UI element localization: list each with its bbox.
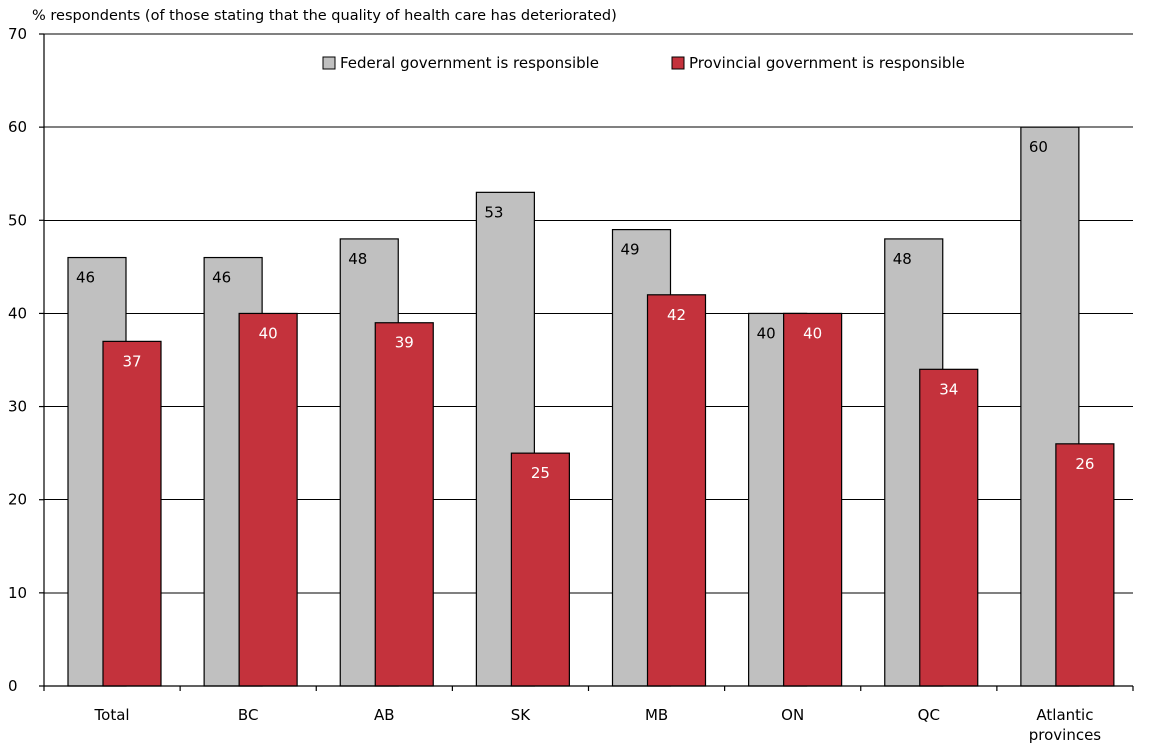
legend-swatch <box>322 56 336 70</box>
x-tick-label: MB <box>645 706 668 724</box>
y-tick-label: 40 <box>8 304 27 322</box>
y-tick-label: 70 <box>8 25 27 43</box>
y-tick-label: 0 <box>8 677 18 695</box>
data-label: 48 <box>893 250 912 268</box>
bar-provincial <box>783 312 843 687</box>
x-tick-label: Atlantic <box>1036 706 1093 724</box>
y-tick-label: 10 <box>8 584 27 602</box>
data-label: 39 <box>395 334 414 352</box>
data-label: 46 <box>212 269 231 287</box>
data-label: 26 <box>1075 455 1094 473</box>
data-label: 34 <box>939 380 958 398</box>
bar-provincial <box>374 322 434 687</box>
data-label: 40 <box>803 324 822 342</box>
legend-label: Federal government is responsible <box>340 54 599 72</box>
bar-provincial <box>646 294 707 687</box>
bar-provincial <box>510 452 570 687</box>
data-label: 46 <box>76 269 95 287</box>
x-tick-label: SK <box>511 706 532 724</box>
x-tick-label: provinces <box>1029 726 1102 744</box>
data-label: 37 <box>122 352 141 370</box>
bar-provincial <box>919 368 979 687</box>
data-label: 25 <box>531 464 550 482</box>
y-tick-label: 30 <box>8 398 27 416</box>
x-tick-label: AB <box>374 706 395 724</box>
bar-provincial <box>1055 443 1115 687</box>
y-tick-label: 60 <box>8 118 27 136</box>
x-tick-label: BC <box>238 706 259 724</box>
data-label: 60 <box>1029 138 1048 156</box>
legend-label: Provincial government is responsible <box>689 54 965 72</box>
data-label: 42 <box>667 306 686 324</box>
x-tick-label: ON <box>781 706 804 724</box>
y-tick-label: 20 <box>8 491 27 509</box>
bar-provincial <box>102 340 162 687</box>
bar-provincial <box>238 312 298 687</box>
data-label: 40 <box>259 324 278 342</box>
y-axis-title: % respondents (of those stating that the… <box>32 8 617 24</box>
x-tick-label: Total <box>94 706 130 724</box>
legend-swatch <box>671 56 685 70</box>
x-tick-label: QC <box>918 706 940 724</box>
y-tick-label: 50 <box>8 211 27 229</box>
data-label: 40 <box>757 324 776 342</box>
data-label: 48 <box>348 250 367 268</box>
data-label: 53 <box>484 203 503 221</box>
data-label: 49 <box>620 241 639 259</box>
